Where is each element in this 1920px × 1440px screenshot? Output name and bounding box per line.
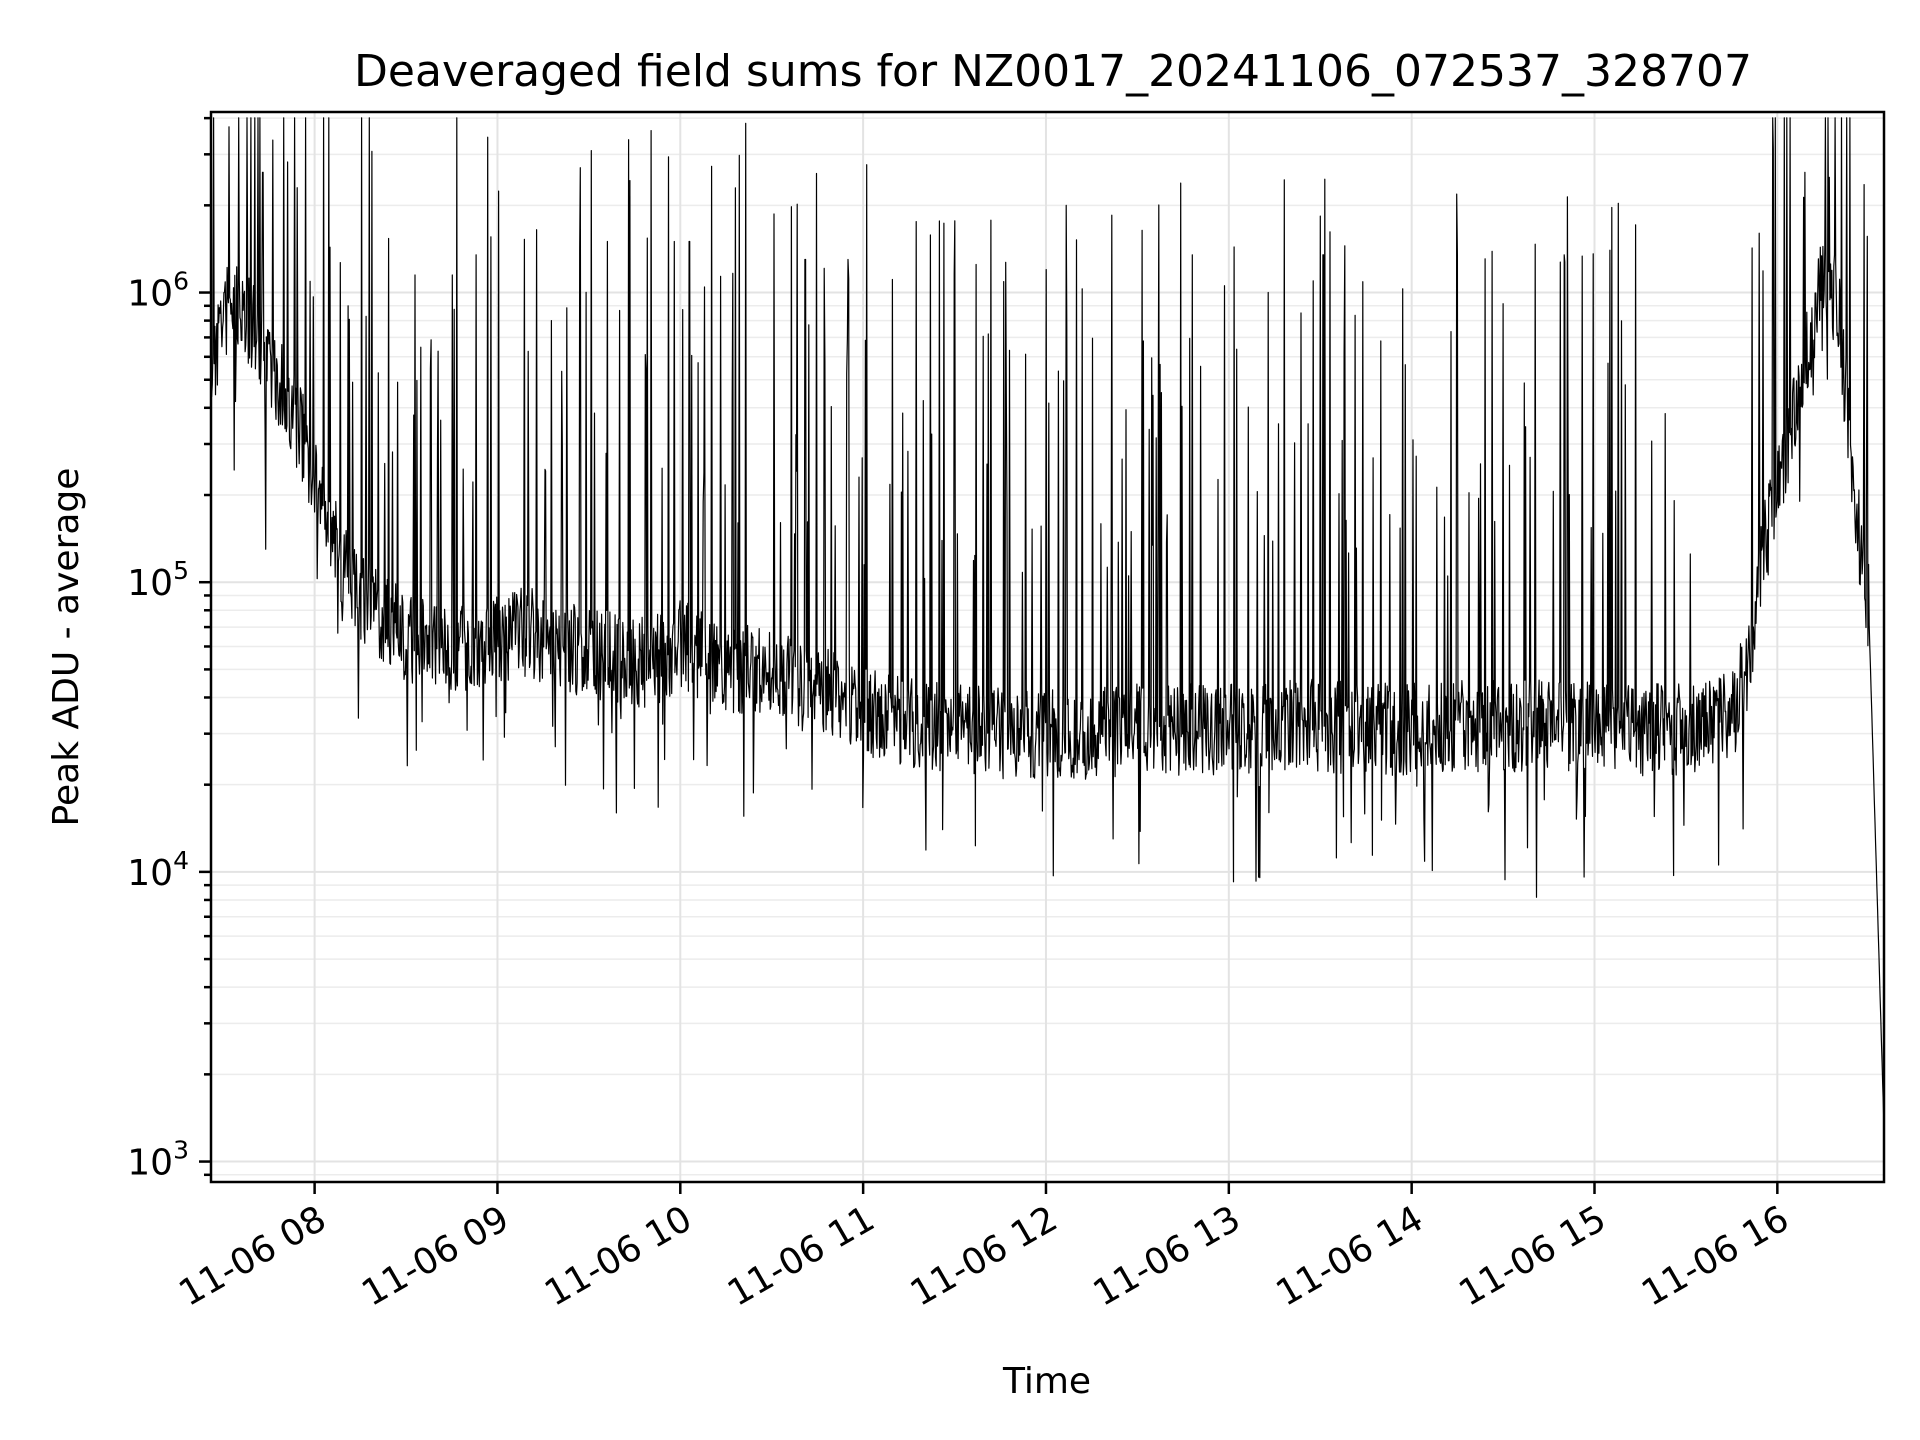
grid-layer — [211, 112, 1884, 1182]
x-tick-label: 11-06 15 — [1452, 1198, 1613, 1314]
series-line — [210, 117, 1885, 1129]
plot-frame — [209, 110, 1886, 1184]
x-tick-label: 11-06 16 — [1635, 1198, 1796, 1314]
chart-title: Deaveraged field sums for NZ0017_2024110… — [354, 46, 1752, 97]
x-tick-label: 11-06 14 — [1269, 1198, 1430, 1314]
x-tick-label: 11-06 13 — [1087, 1198, 1248, 1314]
y-axis-label: Peak ADU - average — [46, 468, 87, 827]
y-tick-label: 104 — [127, 846, 189, 894]
x-tick-label: 11-06 10 — [538, 1198, 699, 1314]
x-axis-label: Time — [1002, 1361, 1091, 1402]
x-tick-label: 11-06 12 — [904, 1198, 1065, 1314]
x-tick-label: 11-06 08 — [172, 1198, 333, 1314]
y-tick-label: 106 — [127, 267, 189, 315]
y-tick-label: 103 — [127, 1136, 189, 1184]
y-tick-label: 105 — [127, 556, 189, 604]
x-tick-label: 11-06 09 — [355, 1198, 516, 1314]
x-tick-label: 11-06 11 — [721, 1198, 882, 1314]
series-layer — [210, 117, 1885, 1129]
